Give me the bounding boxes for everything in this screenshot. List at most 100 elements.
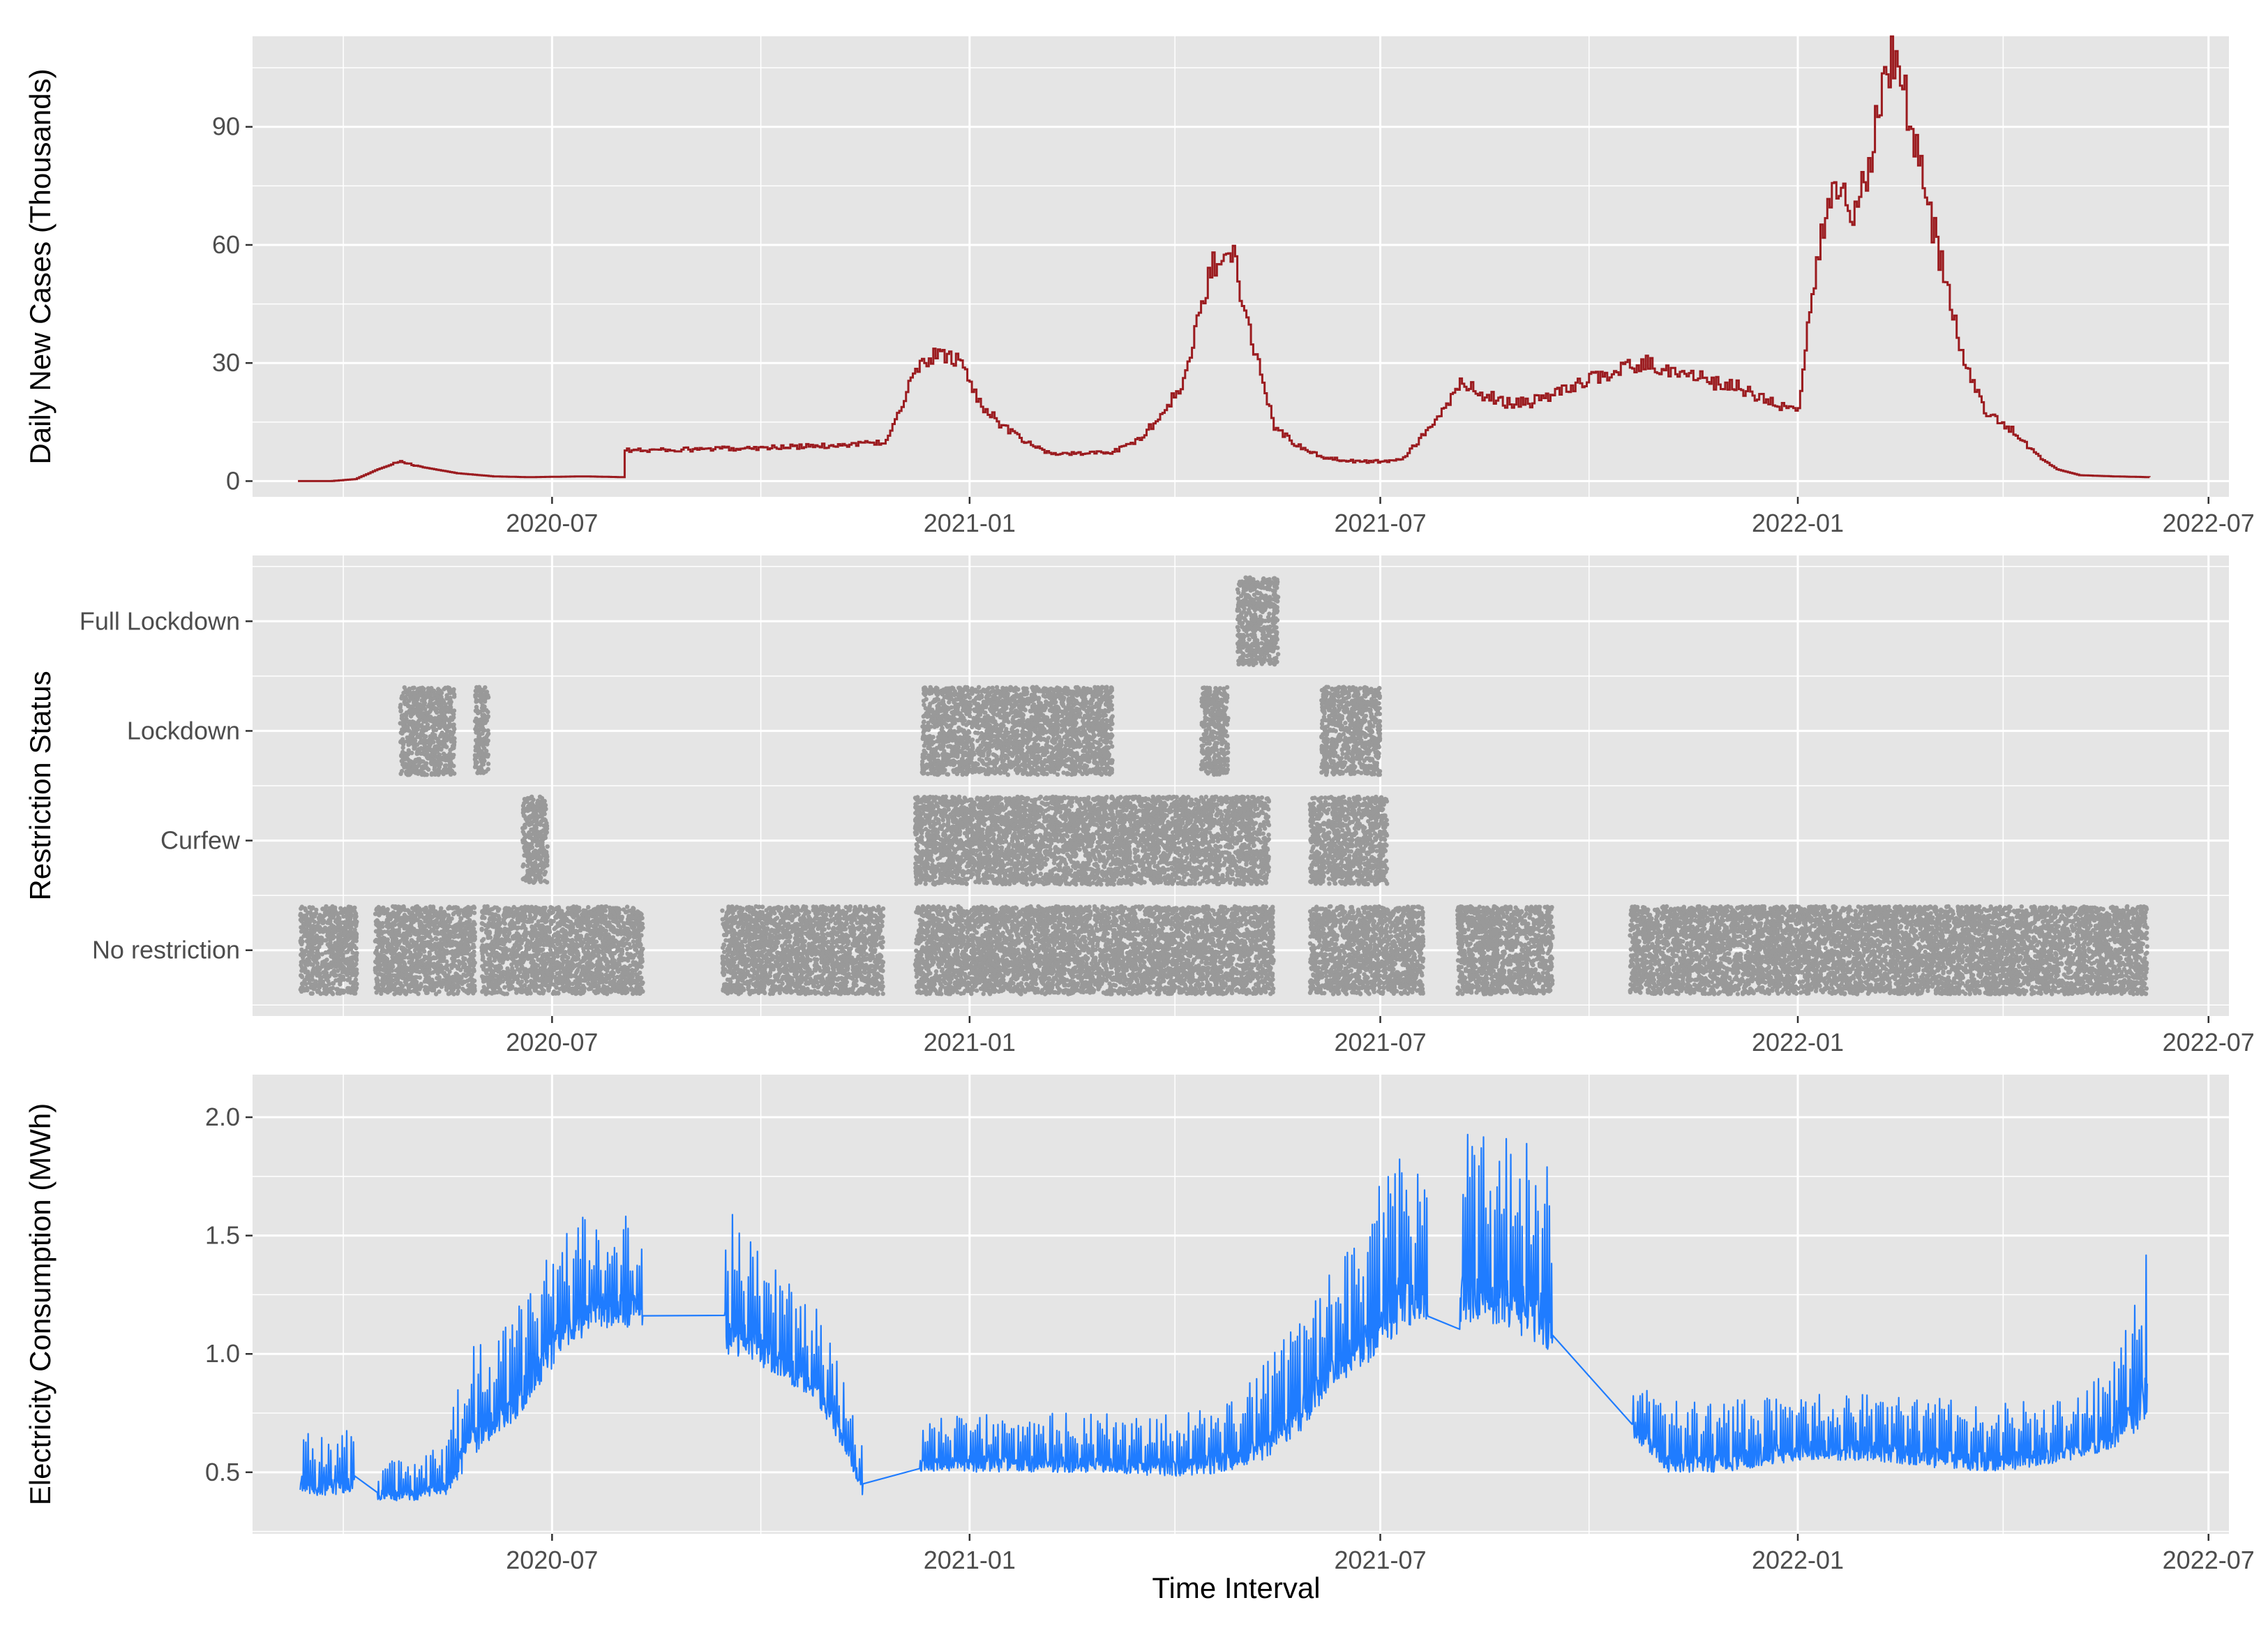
restriction-point [336, 937, 340, 941]
restriction-point [554, 991, 558, 995]
restriction-point [607, 934, 611, 939]
restriction-point [327, 918, 331, 922]
y-axis-title: Restriction Status [24, 671, 57, 900]
restriction-point [513, 959, 518, 964]
restriction-point [546, 988, 550, 992]
restriction-point [630, 968, 634, 972]
restriction-point [486, 930, 490, 934]
restriction-point [515, 976, 519, 980]
restriction-point [398, 958, 402, 962]
restriction-point [626, 915, 631, 919]
restriction-point [605, 988, 609, 992]
restriction-point [450, 985, 454, 990]
restriction-point [497, 932, 501, 936]
restriction-point [505, 936, 509, 941]
restriction-point [519, 925, 523, 929]
restriction-point [608, 990, 613, 994]
restriction-point [373, 968, 377, 972]
restriction-point [636, 930, 640, 934]
restriction-band-no-restriction [479, 904, 645, 996]
restriction-point [481, 957, 485, 962]
restriction-point [322, 918, 326, 923]
restriction-point [324, 950, 328, 955]
restriction-point [624, 980, 628, 985]
restriction-point [426, 976, 430, 980]
restriction-point [456, 989, 460, 993]
restriction-point [600, 976, 604, 980]
restriction-point [418, 976, 422, 980]
restriction-point [349, 909, 353, 913]
restriction-point [575, 910, 579, 914]
restriction-point [336, 969, 340, 973]
restriction-point [527, 945, 531, 949]
restriction-point [472, 922, 476, 926]
restriction-point [398, 981, 402, 985]
restriction-point [427, 950, 431, 955]
restriction-point [333, 958, 337, 962]
restriction-point [482, 985, 486, 989]
restriction-point [375, 981, 380, 985]
restriction-point [561, 969, 565, 973]
restriction-point [581, 969, 585, 973]
restriction-point [511, 934, 515, 939]
restriction-point [331, 981, 336, 985]
restriction-point [428, 919, 433, 923]
restriction-point [320, 939, 324, 943]
restriction-point [321, 983, 325, 987]
restriction-point [596, 912, 600, 916]
restriction-point [315, 990, 320, 994]
restriction-point [491, 973, 495, 977]
restriction-point [377, 913, 381, 917]
restriction-point [562, 987, 566, 992]
restriction-point [430, 970, 435, 974]
restriction-point [317, 979, 322, 983]
restriction-point [622, 967, 626, 971]
restriction-point [376, 940, 380, 944]
restriction-point [374, 923, 378, 927]
restriction-point [536, 990, 541, 994]
restriction-point [456, 943, 460, 948]
restriction-point [303, 948, 308, 953]
restriction-point [468, 967, 472, 971]
restriction-point [513, 952, 518, 956]
restriction-point [617, 980, 622, 984]
restriction-point [560, 965, 564, 969]
restriction-point [589, 987, 593, 991]
restriction-point [453, 906, 458, 910]
restriction-point [490, 991, 494, 995]
restriction-point [345, 971, 349, 975]
restriction-point [615, 985, 619, 990]
restriction-point [567, 960, 571, 964]
restriction-point [437, 964, 441, 968]
restriction-point [608, 923, 612, 927]
restriction-point [555, 942, 560, 946]
restriction-point [554, 977, 558, 981]
restriction-point [633, 935, 638, 939]
restriction-point [391, 978, 395, 983]
restriction-point [598, 980, 602, 985]
restriction-band-no-restriction [298, 904, 359, 996]
restriction-point [331, 945, 335, 949]
restriction-point [324, 904, 328, 909]
restriction-point [593, 928, 597, 932]
restriction-point [403, 908, 407, 912]
restriction-point [387, 922, 391, 926]
x-tick-label: 2020-07 [506, 509, 598, 537]
restriction-point [409, 918, 413, 923]
restriction-point [381, 906, 385, 910]
restriction-point [566, 983, 571, 987]
restriction-point [417, 970, 421, 974]
restriction-point [503, 921, 507, 925]
restriction-point [506, 932, 511, 936]
restriction-point [435, 911, 439, 916]
restriction-point [633, 919, 638, 923]
restriction-point [472, 904, 476, 909]
restriction-point [407, 945, 412, 949]
restriction-point [619, 983, 624, 987]
y-tick-label: 30 [212, 348, 240, 377]
restriction-point [463, 929, 467, 934]
restriction-point [428, 964, 432, 968]
restriction-point [492, 946, 496, 950]
restriction-point [622, 937, 626, 941]
